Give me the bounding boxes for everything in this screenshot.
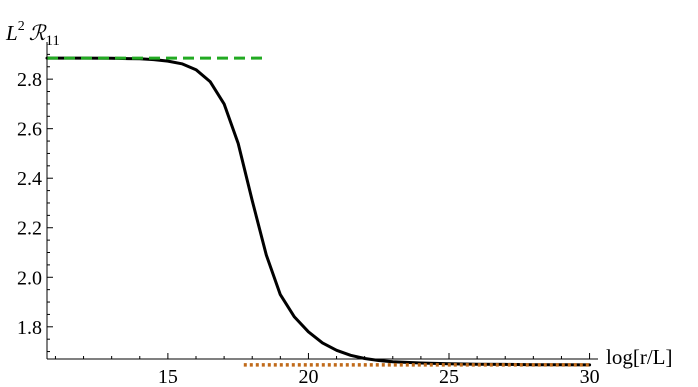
y-ticks: 1.8 2.0 2.2 2.4 2.6 2.8 bbox=[17, 53, 53, 353]
x-tick-label: 15 bbox=[158, 366, 178, 387]
y-tick-label: 2.4 bbox=[17, 168, 42, 190]
series-layer bbox=[45, 56, 592, 367]
x-axis-label: log[r/L] bbox=[606, 345, 672, 369]
x-tick-label: 25 bbox=[439, 366, 459, 387]
y-label-index: 11 bbox=[45, 33, 59, 49]
y-axis-label: L2 ℛ11 bbox=[5, 19, 60, 49]
y-label-base: L bbox=[5, 21, 18, 45]
y-tick-label: 2.8 bbox=[17, 69, 42, 91]
series-line-solid bbox=[45, 56, 592, 367]
y-label-symbol: ℛ bbox=[29, 21, 47, 45]
y-label-power: 2 bbox=[18, 19, 25, 34]
x-tick-label: 20 bbox=[298, 366, 318, 387]
y-tick-label: 2.2 bbox=[17, 218, 42, 240]
x-tick-label: 30 bbox=[580, 366, 600, 387]
y-tick-label: 2.6 bbox=[17, 119, 42, 141]
axes: 15 20 25 30 1.8 2.0 2.2 2.4 2.6 2.8 bbox=[17, 42, 600, 387]
y-tick-label: 2.0 bbox=[17, 267, 42, 289]
x-ticks: 15 20 25 30 bbox=[54, 353, 600, 387]
y-tick-label: 1.8 bbox=[17, 317, 42, 339]
